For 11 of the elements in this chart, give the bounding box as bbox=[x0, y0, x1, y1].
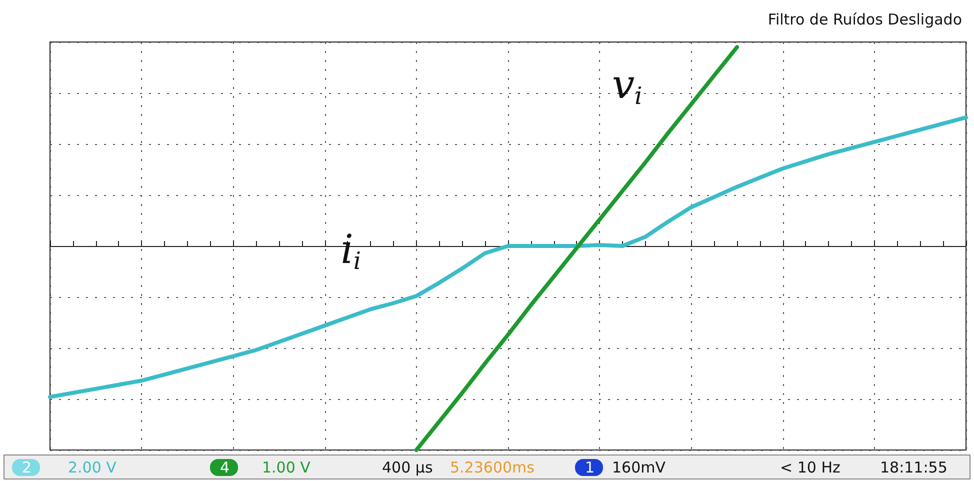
text: 1.00 V bbox=[262, 458, 312, 476]
text: 400 µs bbox=[382, 458, 433, 476]
text: < 10 Hz bbox=[780, 458, 840, 476]
text: 4 bbox=[220, 458, 230, 476]
text: 160mV bbox=[612, 458, 666, 476]
text: 1 bbox=[585, 458, 595, 476]
text: 2.00 V bbox=[68, 458, 118, 476]
text: 5.23600ms bbox=[450, 458, 535, 476]
text: 18:11:55 bbox=[880, 458, 948, 476]
text: Filtro de Ruídos Desligado bbox=[768, 10, 962, 28]
text: 2 bbox=[22, 458, 32, 476]
